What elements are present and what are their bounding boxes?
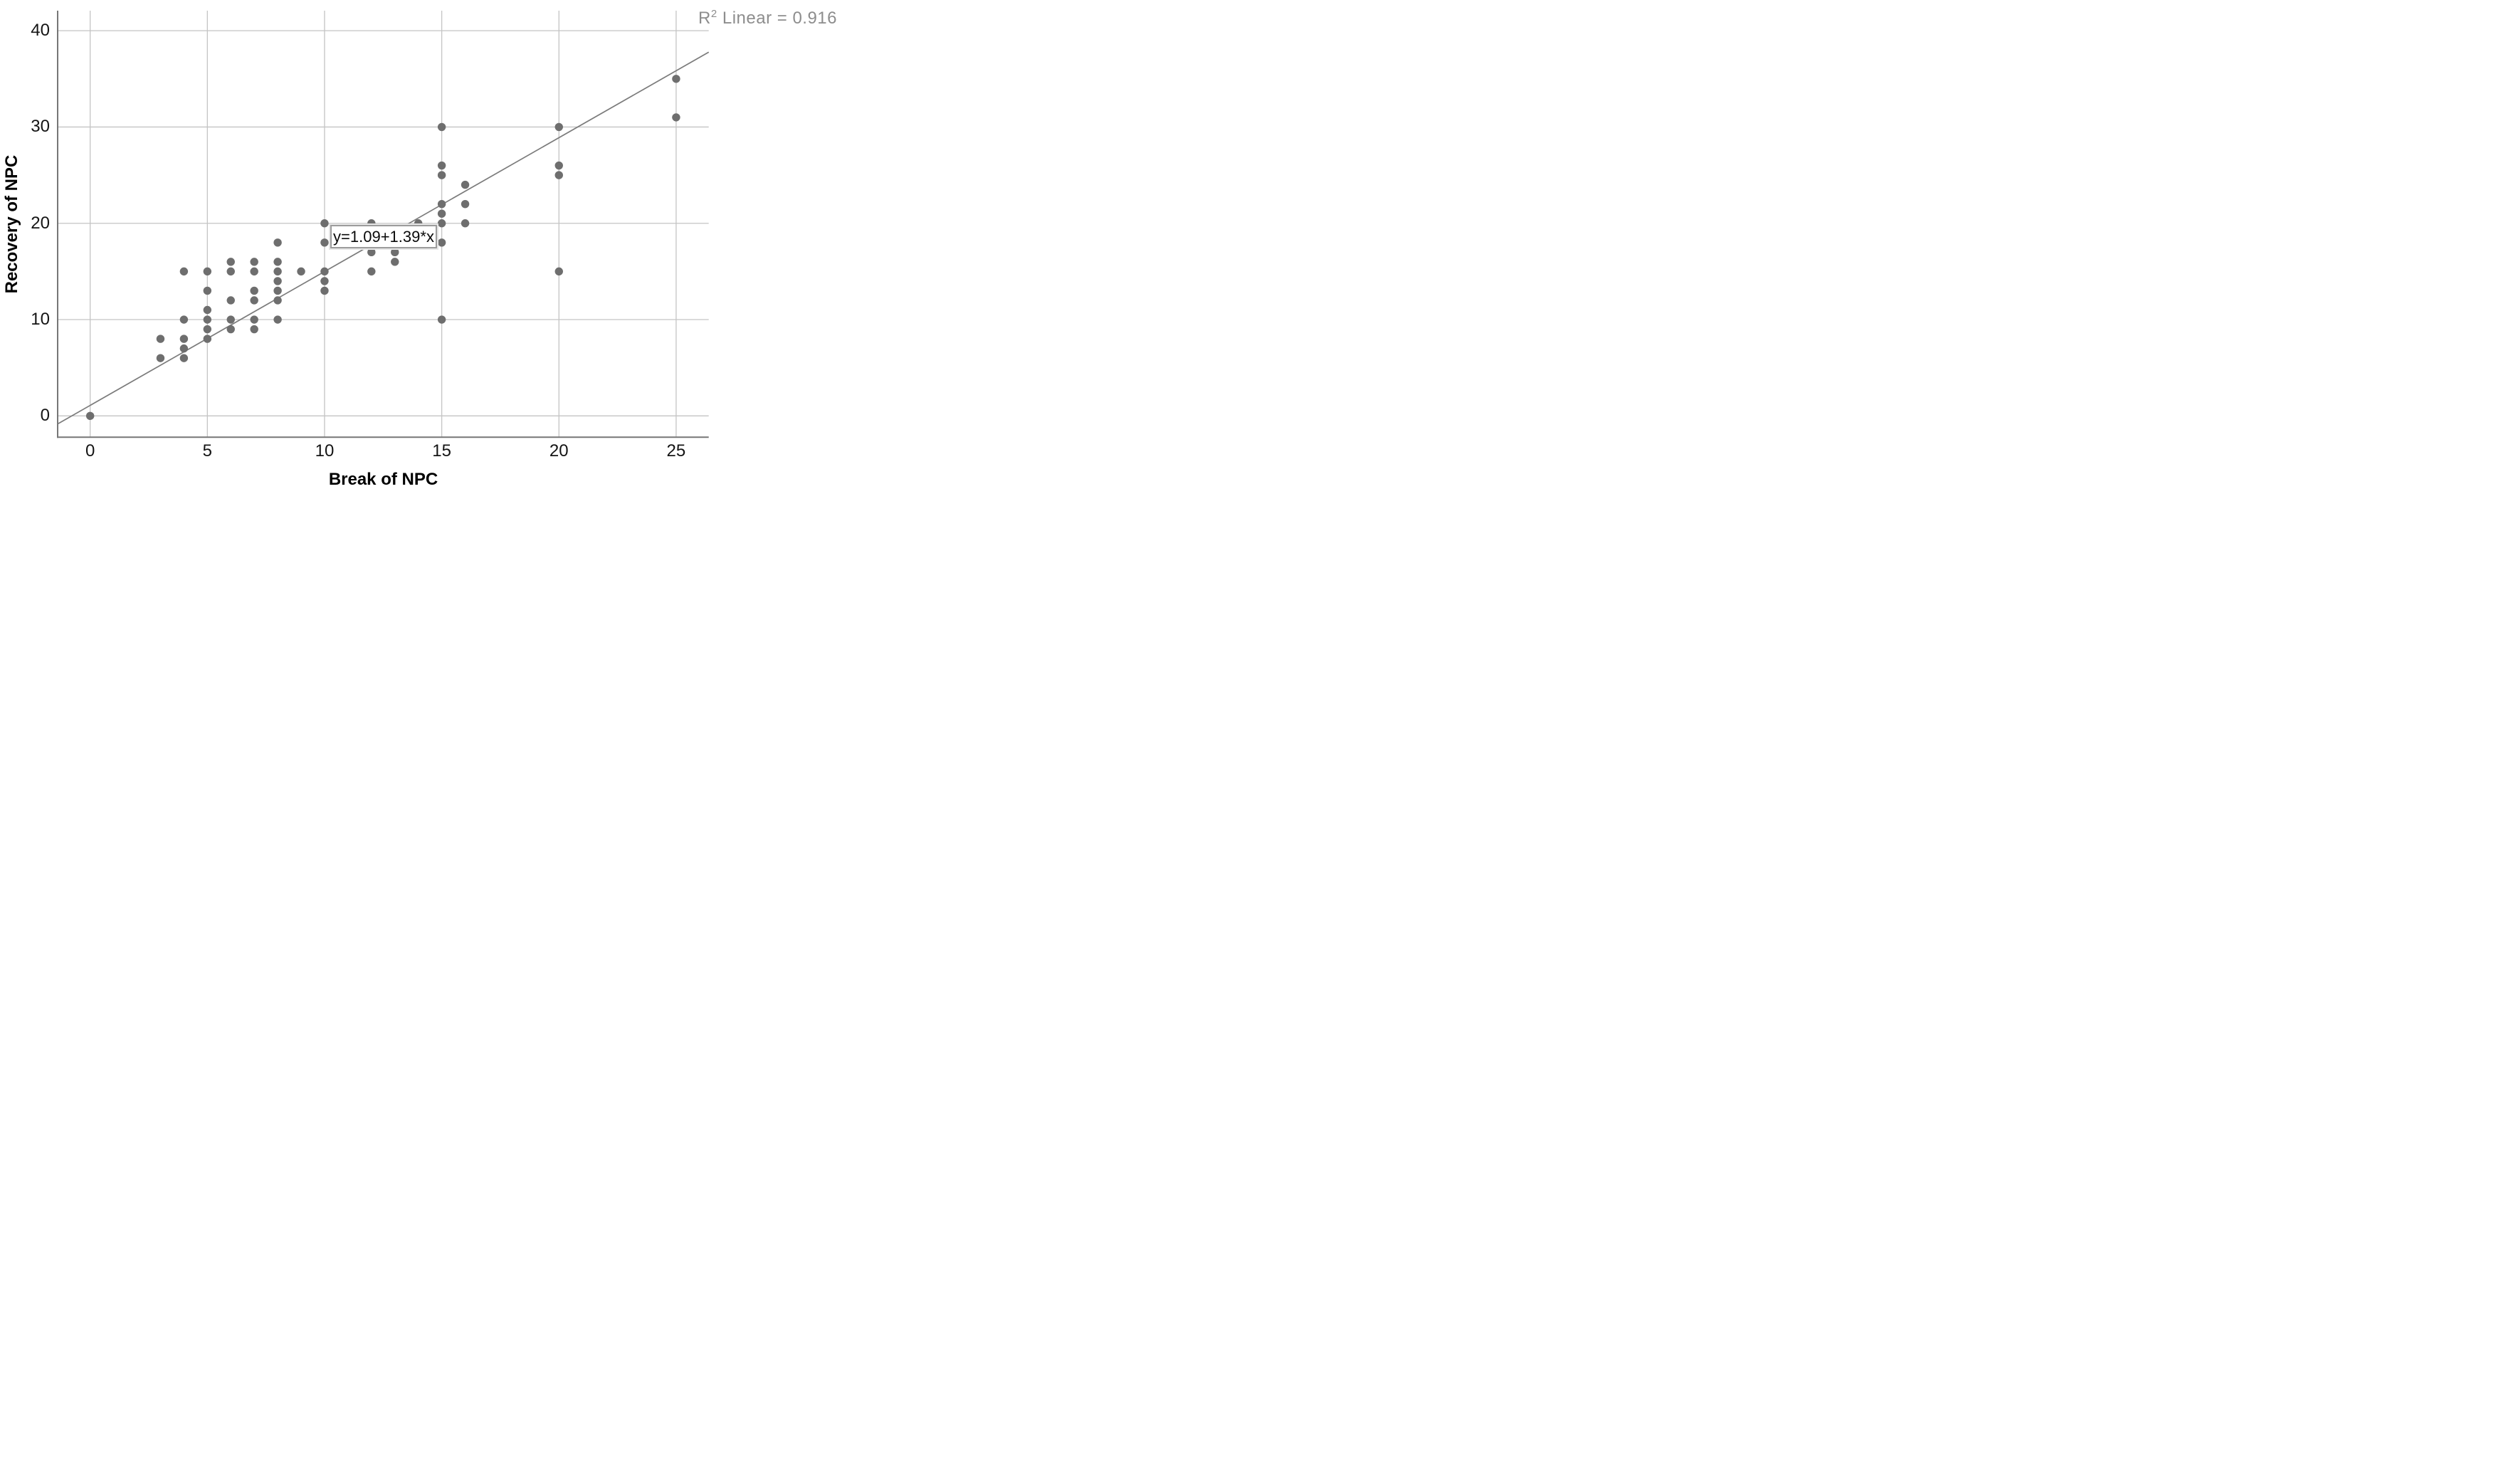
data-point xyxy=(203,315,212,324)
data-point xyxy=(437,209,446,218)
data-point xyxy=(226,315,235,324)
r-squared-annotation: R2 Linear = 0.916 xyxy=(698,9,837,28)
data-point xyxy=(437,171,446,179)
data-point xyxy=(179,267,189,276)
data-point xyxy=(437,161,446,170)
r-squared-value-text: Linear = 0.916 xyxy=(717,9,837,28)
data-point xyxy=(554,171,563,179)
data-point xyxy=(203,305,212,315)
data-point xyxy=(250,325,258,334)
data-point xyxy=(156,354,165,362)
data-point xyxy=(437,219,446,228)
y-tick-label: 0 xyxy=(40,406,50,426)
x-tick-label: 25 xyxy=(666,441,686,461)
data-point xyxy=(437,238,446,247)
y-tick-label: 30 xyxy=(31,117,50,137)
data-point xyxy=(203,286,212,295)
data-point xyxy=(367,267,376,276)
data-point xyxy=(437,315,446,324)
data-point xyxy=(250,267,258,276)
x-tick-label: 10 xyxy=(315,441,335,461)
x-tick-label: 15 xyxy=(432,441,451,461)
data-point xyxy=(554,267,563,276)
data-point xyxy=(156,335,165,343)
data-point xyxy=(250,315,258,324)
data-point xyxy=(437,122,446,132)
data-point xyxy=(554,122,563,132)
data-point xyxy=(461,199,470,209)
data-point xyxy=(554,161,563,170)
data-point xyxy=(226,325,235,334)
data-point xyxy=(320,219,329,228)
x-tick-label: 5 xyxy=(202,441,212,461)
y-tick-label: 10 xyxy=(31,310,50,330)
data-point xyxy=(85,411,95,421)
x-tick-label: 0 xyxy=(85,441,95,461)
data-point xyxy=(250,286,258,295)
data-point xyxy=(672,113,680,122)
data-point xyxy=(320,286,329,295)
y-tick-label: 20 xyxy=(31,213,50,233)
r-squared-symbol: R xyxy=(698,9,711,28)
data-point xyxy=(320,238,329,247)
data-point xyxy=(226,296,235,305)
data-point xyxy=(250,296,258,305)
data-point xyxy=(461,180,470,189)
data-point xyxy=(179,335,189,343)
data-point xyxy=(273,296,282,305)
x-tick-label: 20 xyxy=(549,441,569,461)
data-point xyxy=(297,267,305,276)
data-point xyxy=(179,315,189,324)
data-point xyxy=(273,238,282,247)
data-point xyxy=(179,354,189,362)
x-axis-title: Break of NPC xyxy=(328,470,438,489)
data-point xyxy=(461,219,470,228)
data-point xyxy=(672,75,680,83)
data-point xyxy=(203,267,212,276)
data-point xyxy=(250,258,258,266)
data-point xyxy=(367,248,376,257)
data-point xyxy=(273,286,282,295)
data-point xyxy=(203,335,212,343)
data-point xyxy=(320,277,329,285)
data-point xyxy=(226,267,235,276)
data-point xyxy=(203,325,212,334)
data-point xyxy=(273,258,282,266)
y-tick-label: 40 xyxy=(31,21,50,41)
data-point xyxy=(320,267,329,276)
regression-equation-label: y=1.09+1.39*x xyxy=(330,225,437,248)
data-point xyxy=(391,258,399,266)
y-axis-title: Recovery of NPC xyxy=(2,154,21,294)
data-point xyxy=(273,315,282,324)
data-point xyxy=(437,199,446,209)
data-point xyxy=(273,267,282,276)
data-point xyxy=(273,277,282,285)
scatter-plot-figure: R2 Linear = 0.916 y=1.09+1.39*x 0 5 10 15 20… xyxy=(0,0,840,495)
data-point xyxy=(179,344,189,353)
data-point xyxy=(391,248,399,257)
data-point xyxy=(226,258,235,266)
r-squared-superscript: 2 xyxy=(710,8,717,20)
